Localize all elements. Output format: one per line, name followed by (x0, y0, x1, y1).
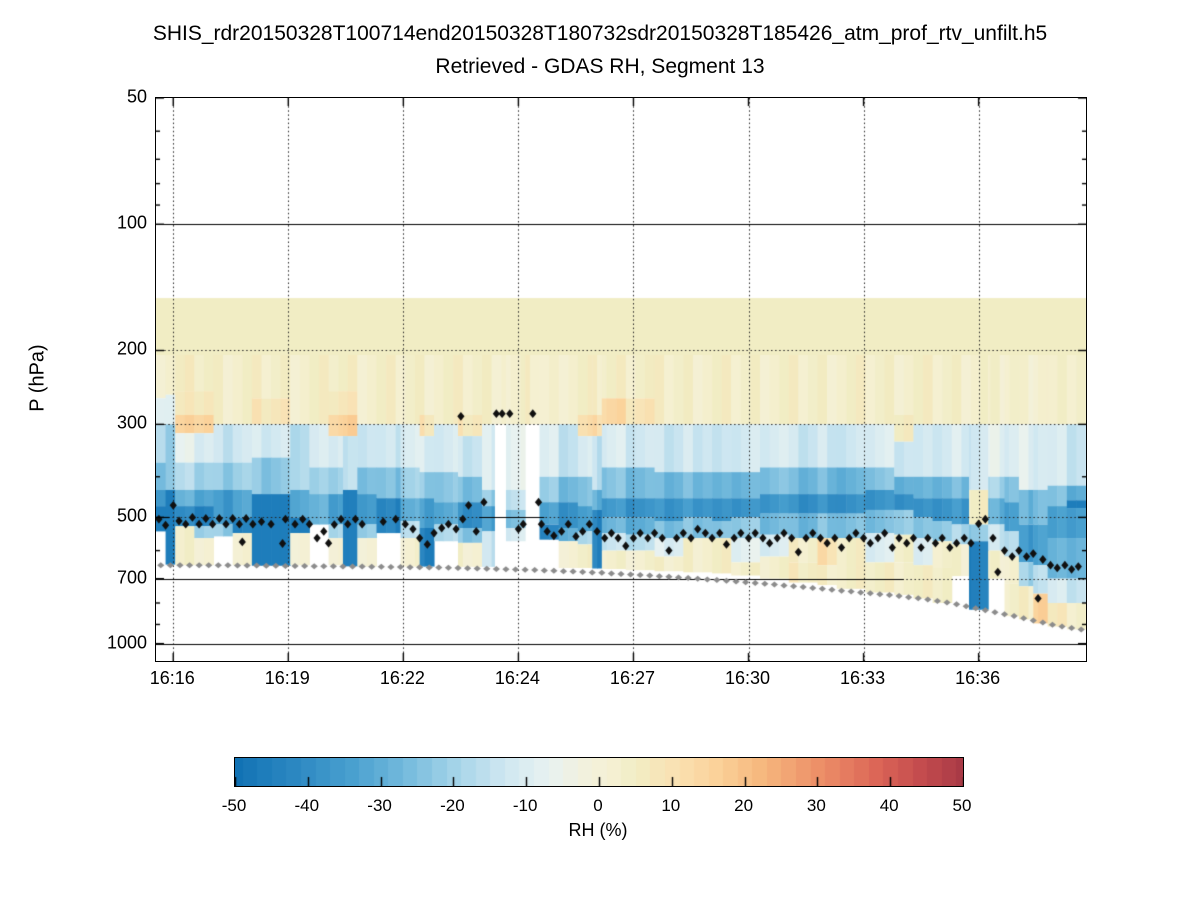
colorbar-tick-label: 0 (593, 796, 603, 815)
x-tick-label: 16:36 (955, 668, 1001, 688)
y-tick-label: 50 (126, 86, 147, 107)
colorbar-tick-label: 20 (734, 796, 754, 815)
x-tick-label: 16:19 (264, 668, 310, 688)
y-axis-label: P (hPa) (26, 344, 49, 412)
x-tick-label: 16:30 (724, 668, 771, 688)
y-tick-label: 1000 (106, 632, 147, 653)
colorbar-canvas (235, 758, 963, 786)
heatmap-canvas (156, 98, 1086, 661)
colorbar-tick-label: -40 (294, 796, 320, 815)
figure-subtitle: Retrieved - GDAS RH, Segment 13 (435, 55, 765, 78)
colorbar-tick-label: 30 (806, 796, 826, 815)
x-tick-label: 16:24 (494, 668, 540, 688)
colorbar-tick-label: -30 (367, 796, 392, 815)
colorbar-tick-label: -20 (440, 796, 465, 815)
heatmap-plot-area (155, 97, 1087, 662)
colorbar-tick-label: 50 (952, 796, 972, 815)
colorbar-tick-label: -10 (512, 796, 538, 815)
x-tick-label: 16:33 (840, 668, 886, 688)
y-tick-label: 500 (116, 505, 147, 526)
colorbar-tick-label: 40 (879, 796, 899, 815)
x-tick-label: 16:27 (609, 668, 655, 688)
colorbar-tick-label: -50 (221, 796, 247, 815)
y-tick-label: 200 (116, 338, 147, 359)
y-tick-label: 100 (116, 212, 147, 233)
figure-title-filename: SHIS_rdr20150328T100714end20150328T18073… (152, 22, 1048, 45)
y-tick-label: 300 (116, 412, 147, 433)
colorbar (234, 757, 964, 787)
colorbar-label: RH (%) (568, 820, 628, 840)
x-tick-label: 16:22 (379, 668, 425, 688)
x-tick-label: 16:16 (149, 668, 195, 688)
colorbar-tick-label: 10 (661, 796, 681, 815)
y-tick-label: 700 (116, 567, 147, 588)
